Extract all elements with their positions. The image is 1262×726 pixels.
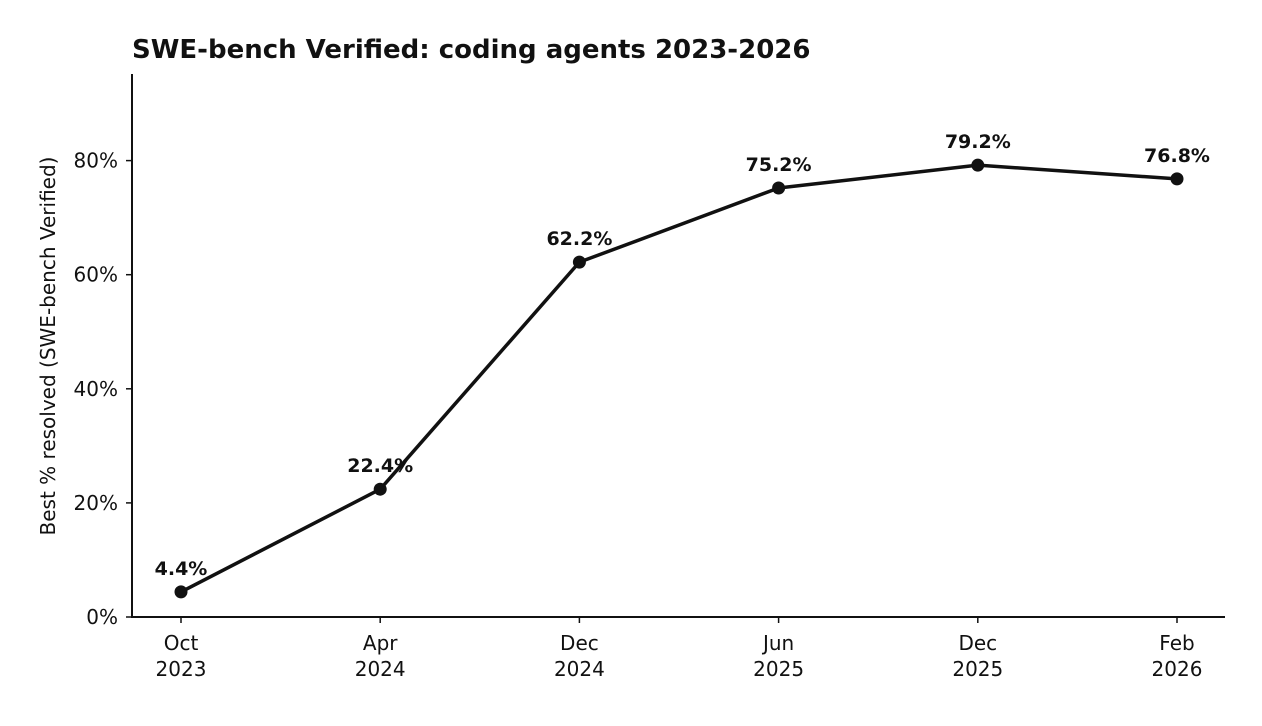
series-line bbox=[180, 163, 1178, 594]
data-label: 76.8% bbox=[1144, 145, 1210, 167]
y-ticks-group: 0% 20% 40% 60% 80% bbox=[74, 149, 132, 629]
chart-title: SWE-bench Verified: coding agents 2023-2… bbox=[132, 35, 810, 65]
data-label: 79.2% bbox=[945, 131, 1011, 153]
data-label: 4.4% bbox=[155, 558, 208, 580]
y-axis-label: Best % resolved (SWE-bench Verified) bbox=[36, 157, 60, 536]
series-group: 4.4% 22.4% 62.2% 75.2% 79.2% 76.8% bbox=[155, 131, 1210, 599]
x-tick-label: Jun 2025 bbox=[753, 631, 804, 681]
data-label: 75.2% bbox=[746, 154, 812, 176]
x-tick-label: Feb 2026 bbox=[1152, 631, 1203, 681]
x-tick-label: Oct 2023 bbox=[156, 631, 207, 681]
y-tick-label: 60% bbox=[74, 263, 118, 287]
data-point bbox=[971, 158, 985, 172]
data-point bbox=[373, 482, 387, 496]
data-point bbox=[572, 255, 586, 269]
x-ticks-group: Oct 2023 Apr 2024 Dec 2024 Jun 2025 Dec 2025 Feb 20… bbox=[156, 617, 1203, 681]
y-tick-label: 20% bbox=[74, 491, 118, 515]
y-tick-label: 0% bbox=[86, 605, 118, 629]
data-point bbox=[1170, 172, 1184, 186]
data-point bbox=[772, 181, 786, 195]
x-tick-label: Apr 2024 bbox=[355, 631, 406, 681]
y-tick-label: 80% bbox=[74, 149, 118, 173]
y-tick-label: 40% bbox=[74, 377, 118, 401]
data-label: 62.2% bbox=[546, 228, 612, 250]
x-tick-label: Dec 2024 bbox=[554, 631, 605, 681]
data-point bbox=[174, 585, 188, 599]
data-label: 22.4% bbox=[347, 455, 413, 477]
x-tick-label: Dec 2025 bbox=[952, 631, 1003, 681]
